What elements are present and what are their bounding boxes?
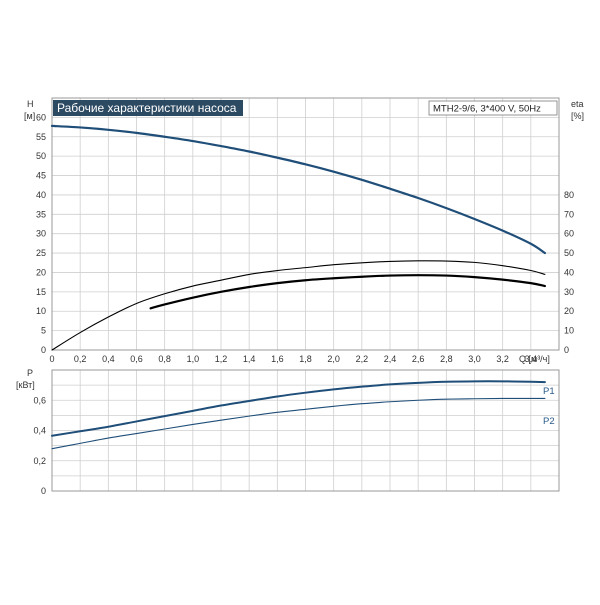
y2-tick-labels: 0 10 20 30 40 50 60 70 80 (564, 190, 574, 355)
y-tick-label: 60 (36, 112, 46, 122)
x-tick-label: 2,2 (356, 354, 369, 364)
top-series-group (50, 124, 547, 351)
y-tick-label: 35 (36, 209, 46, 219)
series-label-p2: P2 (543, 416, 555, 427)
y-tick-label: 20 (36, 267, 46, 277)
y2-axis-label: eta (571, 99, 584, 109)
x-tick-label: 2,8 (440, 354, 453, 364)
y-tick-label: 25 (36, 248, 46, 258)
bottom-series-group (51, 380, 546, 450)
x-tick-label: 3,4 (525, 354, 538, 364)
series-line-p2 (51, 397, 546, 450)
power-tick-label: 0 (41, 486, 46, 496)
power-tick-label: 0,2 (33, 456, 46, 466)
power-tick-label: 0,6 (33, 395, 46, 405)
series-line-p1 (51, 380, 546, 437)
y2-tick-label: 20 (564, 306, 574, 316)
x-tick-label: 1,0 (187, 354, 200, 364)
x-tick-label: 2,4 (384, 354, 397, 364)
x-tick-label: 0,4 (102, 354, 115, 364)
bottom-plot-frame (51, 369, 560, 492)
y-tick-label: 15 (36, 287, 46, 297)
top-plot-frame (51, 97, 560, 351)
y2-tick-label: 30 (564, 287, 574, 297)
y2-tick-label: 70 (564, 209, 574, 219)
y-tick-label: 5 (41, 326, 46, 336)
y2-tick-label: 50 (564, 248, 574, 258)
top-grid (52, 97, 559, 350)
bottom-grid (52, 370, 559, 491)
y2-tick-label: 10 (564, 326, 574, 336)
series-line-1 (50, 124, 547, 255)
chart-title-box (53, 100, 243, 116)
x-tick-label: 0,2 (74, 354, 87, 364)
x-tick-label: 3,0 (468, 354, 481, 364)
x-tick-label: 1,8 (299, 354, 312, 364)
y-tick-label: 0 (41, 345, 46, 355)
x-tick-labels: 0 0,2 0,4 0,6 0,8 1,0 1,2 1,4 1,6 1,8 2,0 2,2 2,4 2,6… (49, 354, 537, 364)
x-tick-label: 1,4 (243, 354, 256, 364)
series-label-p1: P1 (543, 386, 555, 397)
y-axis-label: H (27, 99, 34, 109)
x-tick-label: 2,0 (327, 354, 340, 364)
power-tick-labels: 0 0,2 0,4 0,6 (33, 395, 46, 496)
x-tick-label: 3,2 (496, 354, 509, 364)
y2-axis-unit: [%] (571, 111, 584, 121)
y-tick-label: 55 (36, 132, 46, 142)
y-tick-label: 45 (36, 171, 46, 181)
y2-tick-label: 80 (564, 190, 574, 200)
y2-tick-label: 60 (564, 229, 574, 239)
x-tick-label: 2,6 (412, 354, 425, 364)
y2-tick-label: 0 (564, 345, 569, 355)
y-tick-label: 50 (36, 151, 46, 161)
power-axis-label: P (27, 368, 33, 378)
power-axis-unit: [кВт] (16, 380, 35, 390)
x-tick-label: 1,2 (215, 354, 228, 364)
model-label: MTH2-9/6, 3*400 V, 50Hz (433, 104, 541, 115)
y-tick-label: 30 (36, 229, 46, 239)
y-axis-unit: [м] (24, 111, 35, 121)
x-tick-label: 0,8 (158, 354, 171, 364)
y-tick-labels: 0 5 10 15 20 25 30 35 40 45 50 55 60 (36, 112, 46, 355)
series-line-3 (149, 274, 547, 310)
x-tick-label: 0 (49, 354, 54, 364)
x-tick-label: 0,6 (130, 354, 143, 364)
model-label-box (428, 100, 558, 116)
x-axis-label: Q [м³/ч] (519, 354, 550, 364)
y2-tick-label: 40 (564, 267, 574, 277)
x-tick-label: 1,6 (271, 354, 284, 364)
series-line-2 (51, 260, 546, 351)
chart-title: Рабочие характеристики насоса (57, 101, 237, 115)
y-tick-label: 40 (36, 190, 46, 200)
y-tick-label: 10 (36, 306, 46, 316)
power-tick-label: 0,4 (33, 426, 46, 436)
